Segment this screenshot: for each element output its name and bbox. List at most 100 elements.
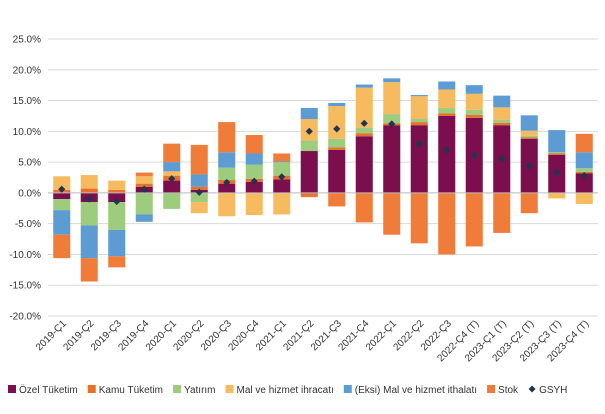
- legend-swatch: [343, 385, 352, 393]
- bar-segment: [218, 122, 236, 153]
- bar-segment: [300, 192, 318, 196]
- bar-segment: [328, 147, 346, 150]
- bar-segment: [465, 85, 483, 94]
- bar-segment: [410, 125, 428, 193]
- bar-segment: [300, 195, 318, 198]
- bar-segment: [300, 151, 318, 193]
- bar-segment: [135, 172, 153, 177]
- gdp-marker: [195, 188, 203, 196]
- bar-segment: [163, 192, 181, 209]
- bar-segment: [273, 179, 291, 193]
- bar-segment: [355, 133, 373, 137]
- bar-segment: [108, 192, 126, 203]
- gdp-marker: [580, 172, 588, 180]
- gdp-marker: [113, 197, 121, 206]
- bar-segment: [493, 192, 511, 233]
- bar-segment: [80, 202, 98, 226]
- legend-swatch: [8, 385, 16, 393]
- bar-segment: [190, 186, 208, 190]
- bar-segment: [355, 84, 373, 88]
- legend-label: Mal ve hizmet ihracatı: [237, 385, 334, 396]
- bar-segment: [245, 181, 263, 193]
- gdp-marker: [498, 155, 506, 163]
- bar-segment: [548, 192, 566, 199]
- gdp-marker: [85, 195, 93, 203]
- bar-segment: [328, 149, 346, 193]
- bar-segment: [273, 161, 291, 163]
- bar-segment: [410, 119, 428, 123]
- y-tick-label: 10.0%: [13, 127, 41, 138]
- bar-segment: [328, 138, 346, 148]
- bar-segment: [575, 152, 593, 169]
- bar-segment: [135, 183, 153, 187]
- bar-segment: [108, 180, 126, 190]
- bar-segment: [328, 192, 346, 207]
- bar-segment: [190, 144, 208, 175]
- bar-segment: [520, 135, 538, 138]
- legend-swatch: [487, 385, 496, 393]
- bar-segment: [273, 162, 291, 176]
- bar-segment: [465, 192, 483, 247]
- legend-swatch: [87, 385, 96, 393]
- bar-segment: [273, 153, 291, 162]
- bar-segment: [80, 258, 98, 282]
- bar-segment: [135, 214, 153, 222]
- bar-segment: [465, 93, 483, 110]
- bar-segment: [245, 164, 263, 179]
- gdp-marker: [525, 162, 533, 170]
- bar-segment: [53, 210, 71, 235]
- bar-segment: [300, 140, 318, 152]
- bar-segment: [383, 114, 401, 124]
- bar-segment: [520, 192, 538, 214]
- bars-layer: [53, 78, 593, 282]
- bar-segment: [548, 153, 566, 155]
- y-tick-label: 0.0%: [18, 188, 41, 199]
- bar-segment: [163, 180, 181, 193]
- bar-segment: [438, 113, 456, 116]
- bar-segment: [520, 137, 538, 139]
- legend-swatch: [528, 385, 536, 393]
- bar-segment: [163, 171, 181, 176]
- bar-segment: [355, 136, 373, 193]
- bar-segment: [108, 256, 126, 268]
- bar-segment: [438, 192, 456, 255]
- bar-segment: [410, 192, 428, 244]
- bar-segment: [575, 168, 593, 172]
- bar-segment: [493, 119, 511, 123]
- bar-segment: [108, 189, 126, 193]
- legend-label: Kamu Tüketim: [99, 385, 163, 396]
- gdp-marker: [415, 140, 423, 148]
- bar-segment: [465, 109, 483, 115]
- y-tick-label: -20.0%: [9, 312, 41, 323]
- bar-segment: [575, 173, 593, 193]
- bar-segment: [575, 133, 593, 153]
- gdp-marker: [305, 127, 313, 135]
- y-tick-label: 15.0%: [13, 96, 41, 107]
- legend-label: Yatırım: [184, 385, 215, 396]
- gdp-marker: [333, 125, 341, 133]
- gdp-marker: [223, 178, 231, 187]
- bar-segment: [493, 107, 511, 120]
- gdp-marker: [388, 120, 396, 128]
- y-tick-label: -5.0%: [15, 219, 41, 230]
- legend-swatch: [225, 385, 234, 393]
- y-tick-label: 20.0%: [13, 65, 41, 76]
- bar-segment: [245, 153, 263, 165]
- bar-segment: [218, 192, 236, 217]
- bar-segment: [438, 89, 456, 108]
- bar-segment: [53, 192, 71, 200]
- bar-segment: [53, 234, 71, 259]
- gdp-marker: [470, 151, 478, 159]
- bar-segment: [108, 202, 126, 230]
- bar-segment: [438, 115, 456, 193]
- y-tick-label: -10.0%: [9, 250, 41, 261]
- bar-segment: [80, 225, 98, 259]
- bar-segment: [53, 199, 71, 211]
- bar-segment: [493, 95, 511, 108]
- gdp-marker: [168, 175, 176, 183]
- bar-segment: [355, 87, 373, 128]
- bar-segment: [328, 103, 346, 107]
- bar-segment: [355, 192, 373, 223]
- legend-label: (Eksi) Mal ve hizmet ithalatı: [355, 385, 477, 396]
